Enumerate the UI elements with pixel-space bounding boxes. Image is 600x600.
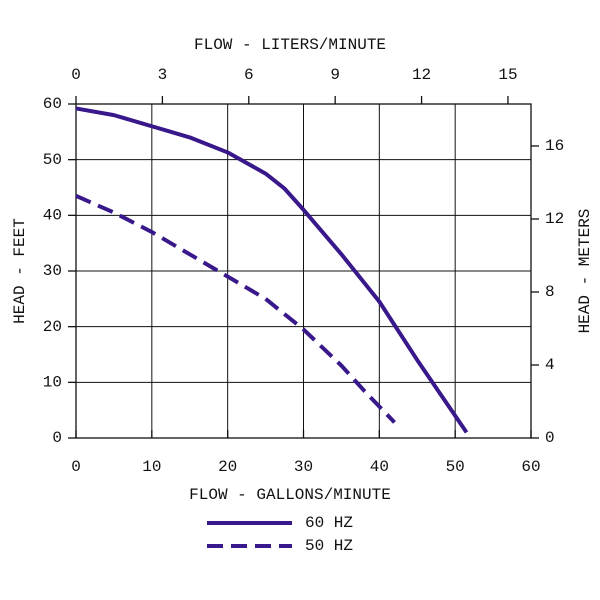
y-tick-label: 10: [43, 374, 62, 392]
y-axis-label: HEAD - FEET: [11, 218, 29, 324]
series-line: [75, 194, 396, 424]
x2-tick-label: 12: [412, 66, 431, 84]
y2-axis-label: HEAD - METERS: [576, 209, 594, 334]
x2-tick-label: 9: [330, 66, 340, 84]
y-tick-label: 20: [43, 318, 62, 336]
x2-tick-label: 0: [71, 66, 81, 84]
x-tick-label: 20: [218, 458, 237, 476]
x-tick-label: 40: [370, 458, 389, 476]
x-axis-label: FLOW - GALLONS/MINUTE: [189, 486, 391, 504]
y2-tick-label: 8: [545, 283, 555, 301]
y2-tick-label: 0: [545, 429, 555, 447]
x-tick-label: 50: [446, 458, 465, 476]
legend-label: 50 HZ: [305, 537, 353, 555]
y2-tick-label: 4: [545, 356, 555, 374]
x2-tick-label: 6: [244, 66, 254, 84]
x-tick-label: 10: [142, 458, 161, 476]
x-tick-label: 0: [71, 458, 81, 476]
y-tick-label: 60: [43, 95, 62, 113]
x-tick-label: 30: [294, 458, 313, 476]
series-line: [75, 106, 469, 434]
y-tick-label: 0: [52, 429, 62, 447]
x2-tick-label: 15: [498, 66, 517, 84]
y-tick-label: 30: [43, 262, 62, 280]
y2-tick-label: 12: [545, 210, 564, 228]
x-tick-label: 60: [521, 458, 540, 476]
y-tick-label: 50: [43, 151, 62, 169]
x2-tick-label: 3: [158, 66, 168, 84]
legend-label: 60 HZ: [305, 514, 353, 532]
x2-axis-label: FLOW - LITERS/MINUTE: [194, 36, 386, 54]
y2-tick-label: 16: [545, 137, 564, 155]
y-tick-label: 40: [43, 207, 62, 225]
